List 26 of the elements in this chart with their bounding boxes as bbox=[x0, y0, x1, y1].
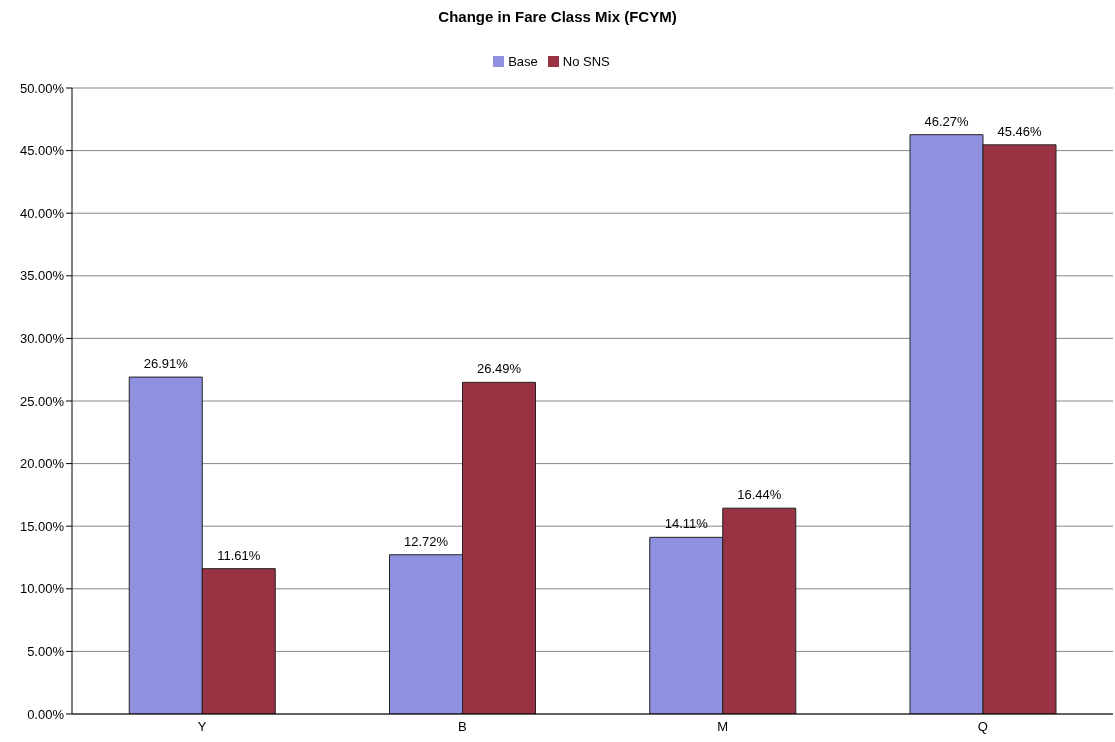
y-tick-label: 10.00% bbox=[19, 581, 65, 597]
y-tick-label: 40.00% bbox=[19, 205, 65, 221]
x-tick-label: Q bbox=[977, 719, 988, 735]
data-label: 12.72% bbox=[403, 533, 449, 549]
y-tick-label: 15.00% bbox=[19, 518, 65, 534]
data-label: 26.49% bbox=[476, 361, 522, 377]
y-tick-label: 25.00% bbox=[19, 393, 65, 409]
y-tick-label: 5.00% bbox=[27, 644, 65, 660]
legend-label: Base bbox=[508, 54, 538, 69]
data-label: 16.44% bbox=[737, 487, 782, 503]
data-label: 14.11% bbox=[664, 516, 709, 532]
y-tick-label: 20.00% bbox=[19, 456, 65, 472]
x-tick-label: B bbox=[458, 719, 467, 735]
data-label: 26.91% bbox=[143, 356, 189, 372]
y-tick-label: 30.00% bbox=[19, 331, 65, 347]
x-tick-label: M bbox=[717, 719, 729, 735]
data-label: 11.61% bbox=[217, 547, 261, 563]
y-tick-label: 50.00% bbox=[19, 80, 65, 96]
data-label: 46.27% bbox=[924, 113, 969, 129]
y-tick-label: 45.00% bbox=[19, 143, 65, 159]
x-tick-label: Y bbox=[197, 719, 207, 735]
y-tick-label: 0.00% bbox=[27, 706, 65, 722]
chart-title: Change in Fare Class Mix (FCYM) bbox=[437, 8, 678, 25]
data-label: 45.46% bbox=[997, 123, 1042, 139]
y-tick-label: 35.00% bbox=[19, 268, 65, 284]
legend-label: No SNS bbox=[562, 54, 610, 69]
